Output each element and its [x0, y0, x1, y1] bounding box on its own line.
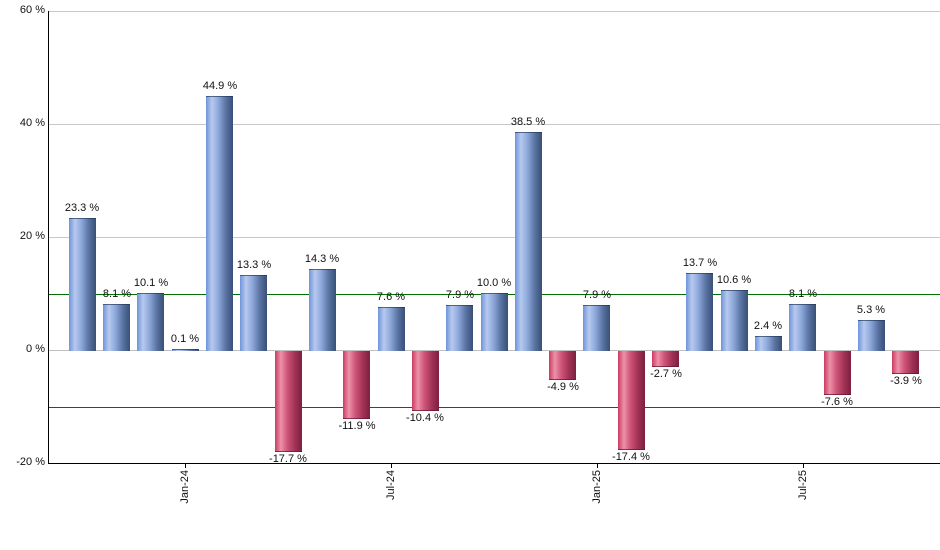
x-axis-tick [803, 463, 804, 468]
y-axis-tick-label: 40 % [19, 117, 45, 129]
bar-20 [721, 290, 748, 351]
x-axis-tick [185, 463, 186, 468]
bar-1 [69, 218, 96, 351]
gridline-60 [48, 11, 940, 12]
y-axis-tick-label: 60 % [19, 4, 45, 16]
bar-2 [103, 304, 130, 351]
bar-value-label: -17.7 % [269, 453, 307, 465]
bar-value-label: 10.6 % [716, 274, 752, 286]
bar-14 [515, 132, 542, 351]
bar-value-label: 7.6 % [376, 291, 406, 303]
bar-value-label: -7.6 % [821, 396, 853, 408]
bar-17 [618, 351, 645, 450]
x-axis-tick [391, 463, 392, 468]
x-axis-tick-label-text: Jul-25 [797, 470, 809, 500]
bar-value-label: 0.1 % [170, 333, 200, 345]
y-axis-tick-label: 0 % [26, 343, 45, 355]
gridline-40 [48, 124, 940, 125]
bar-12 [446, 305, 473, 351]
bar-22 [789, 304, 816, 351]
bar-24 [858, 320, 885, 351]
bar-value-label: 8.1 % [788, 288, 818, 300]
bar-value-label: 13.3 % [236, 259, 272, 271]
bar-value-label: 10.0 % [476, 277, 512, 289]
y-axis-line [48, 11, 49, 464]
bar-value-label: -10.4 % [406, 412, 444, 424]
bar-value-label: 44.9 % [202, 80, 238, 92]
bar-value-label: 38.5 % [510, 116, 546, 128]
bar-15 [549, 351, 576, 380]
bar-9 [343, 351, 370, 419]
bar-6 [240, 275, 267, 351]
gridline-20 [48, 237, 940, 238]
bar-8 [309, 269, 336, 351]
bar-value-label: 10.1 % [133, 277, 169, 289]
bar-value-label: -2.7 % [650, 368, 682, 380]
bar-21 [755, 336, 782, 351]
y-axis-tick-label: 20 % [19, 230, 45, 242]
bar-18 [652, 351, 679, 367]
bar-3 [137, 293, 164, 351]
x-axis-tick-label-text: Jan-24 [179, 470, 191, 504]
bar-value-label: 8.1 % [102, 288, 132, 300]
bar-value-label: -3.9 % [890, 375, 922, 387]
x-axis-tick-label-text: Jan-25 [591, 470, 603, 504]
bar-value-label: 7.9 % [582, 289, 612, 301]
threshold-line--10 [48, 407, 940, 408]
x-axis-tick-label-text: Jul-24 [385, 470, 397, 500]
bar-value-label: 23.3 % [64, 202, 100, 214]
bar-value-label: 5.3 % [856, 304, 886, 316]
y-axis-tick-label: -20 % [16, 456, 45, 468]
bar-23 [824, 351, 851, 395]
bar-5 [206, 96, 233, 351]
bar-16 [583, 305, 610, 351]
bar-value-label: 13.7 % [682, 257, 718, 269]
bar-value-label: 2.4 % [753, 320, 783, 332]
bar-value-label: -4.9 % [547, 381, 579, 393]
bar-11 [412, 351, 439, 411]
bar-value-label: 14.3 % [304, 253, 340, 265]
bar-13 [481, 293, 508, 351]
bar-7 [275, 351, 302, 452]
bar-19 [686, 273, 713, 351]
bar-value-label: -11.9 % [338, 420, 376, 432]
bar-value-label: -17.4 % [612, 451, 650, 463]
bar-4 [172, 349, 199, 351]
x-axis-tick [597, 463, 598, 468]
x-axis-line [48, 463, 940, 464]
bar-10 [378, 307, 405, 351]
bar-value-label: 7.9 % [445, 289, 475, 301]
bar-25 [892, 351, 919, 374]
